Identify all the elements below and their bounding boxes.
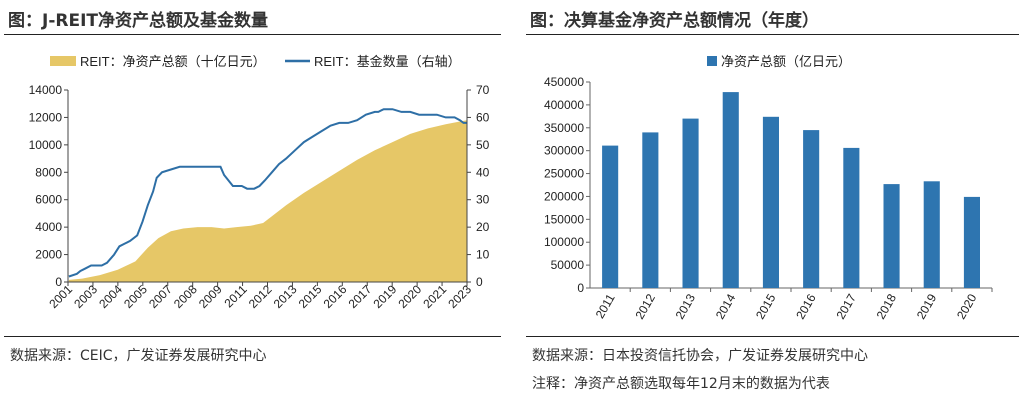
bar xyxy=(762,116,779,288)
x-tick-label: 2017 xyxy=(833,291,859,321)
net-assets-area xyxy=(68,120,468,282)
right-note: 注释：净资产总额选取每年12月末的数据为代表 xyxy=(532,376,830,392)
right-bottom-rule xyxy=(526,336,1019,337)
right-y-tick-label: 10 xyxy=(476,248,490,262)
bar xyxy=(963,196,980,288)
legend-label-fund-count: REIT：基金数量（右轴） xyxy=(314,54,461,69)
right-y-tick-label: 50 xyxy=(476,138,490,152)
x-tick-label: 2015 xyxy=(296,282,325,311)
x-tick-label: 2016 xyxy=(793,291,819,321)
y-tick-label: 450000 xyxy=(544,75,584,89)
x-tick-label: 2011 xyxy=(593,291,618,321)
y-tick-label: 300000 xyxy=(544,144,584,158)
x-tick-label: 2021 xyxy=(420,282,449,311)
y-tick-label: 250000 xyxy=(544,167,584,181)
left-y-tick-label: 4000 xyxy=(35,220,62,234)
bar xyxy=(803,130,820,288)
x-tick-label: 2015 xyxy=(753,291,779,321)
x-tick-label: 2011 xyxy=(222,282,250,310)
y-tick-label: 200000 xyxy=(544,189,584,203)
left-y-tick-label: 2000 xyxy=(35,248,62,262)
x-tick-label: 2008 xyxy=(171,282,200,311)
right-y-tick-label: 60 xyxy=(476,110,490,124)
bar xyxy=(602,145,619,288)
left-y-tick-label: 8000 xyxy=(35,165,62,179)
left-top-rule xyxy=(4,34,501,35)
x-tick-label: 2018 xyxy=(874,291,900,321)
left-y-tick-label: 12000 xyxy=(29,110,63,124)
x-tick-label: 2019 xyxy=(914,291,940,321)
bar xyxy=(843,147,860,288)
right-chart: 净资产总额（亿日元） 0 50000 100000 150000 200000 250000… xyxy=(544,54,993,322)
left-y-tick-label: 14000 xyxy=(29,83,63,97)
right-y-tick-label: 0 xyxy=(476,275,483,289)
right-y-tick-label: 30 xyxy=(476,193,490,207)
right-y-tick-label: 20 xyxy=(476,220,490,234)
legend-label-net-assets: REIT：净资产总额（十亿日元） xyxy=(80,54,266,69)
x-tick-label: 2020 xyxy=(954,291,980,321)
y-tick-label: 350000 xyxy=(544,121,584,135)
x-tick-label: 2012 xyxy=(632,291,658,321)
legend-swatch-net-assets xyxy=(50,56,76,66)
x-tick-label: 2014 xyxy=(713,291,739,321)
fund-count-line xyxy=(68,108,467,278)
right-chart-title: 图：决算基金净资产总额情况（年度） xyxy=(530,11,819,31)
x-tick-label: 2023 xyxy=(445,282,474,311)
y-tick-label: 100000 xyxy=(544,235,584,249)
bar xyxy=(722,92,739,288)
bar xyxy=(883,184,900,288)
right-panel: 图：决算基金净资产总额情况（年度） 净资产总额（亿日元） 0 50000 100000… xyxy=(522,0,1023,403)
x-tick-label: 2007 xyxy=(146,282,175,311)
y-tick-label: 400000 xyxy=(544,98,584,112)
y-tick-label: 0 xyxy=(577,281,584,295)
bar xyxy=(642,132,659,288)
left-y-tick-label: 0 xyxy=(55,275,62,289)
left-source: 数据来源：CEIC，广发证券发展研究中心 xyxy=(10,348,267,364)
x-tick-label: 2005 xyxy=(121,282,150,311)
x-tick-label: 2017 xyxy=(346,282,375,311)
bar xyxy=(923,181,940,288)
left-chart-title: 图：J-REIT净资产总额及基金数量 xyxy=(8,11,269,31)
left-y-tick-label: 10000 xyxy=(29,138,63,152)
x-tick-label: 2001 xyxy=(46,282,75,311)
x-tick-label: 2009 xyxy=(196,282,225,311)
x-tick-label: 2013 xyxy=(673,291,699,321)
right-top-rule xyxy=(526,34,1019,35)
right-y-tick-label: 40 xyxy=(476,165,490,179)
x-tick-label: 2016 xyxy=(321,282,350,311)
bar xyxy=(682,118,699,288)
legend-label-bar: 净资产总额（亿日元） xyxy=(721,54,851,69)
x-tick-label: 2020 xyxy=(395,282,424,311)
y-tick-label: 150000 xyxy=(544,212,584,226)
left-chart: REIT：净资产总额（十亿日元） REIT：基金数量（右轴） 0 2000 4000 60… xyxy=(29,54,490,311)
left-y-tick-label: 6000 xyxy=(35,193,62,207)
right-y-tick-label: 70 xyxy=(476,83,490,97)
x-tick-label: 2003 xyxy=(71,282,100,311)
x-tick-label: 2013 xyxy=(271,282,300,311)
x-tick-label: 2004 xyxy=(96,282,125,311)
left-panel: 图：J-REIT净资产总额及基金数量 REIT：净资产总额（十亿日元） REIT：… xyxy=(0,0,505,403)
x-tick-label: 2019 xyxy=(371,282,400,311)
left-bottom-rule xyxy=(4,336,501,337)
legend-swatch-bar xyxy=(707,56,717,66)
y-tick-label: 50000 xyxy=(551,258,585,272)
x-tick-label: 2012 xyxy=(246,282,275,311)
right-source: 数据来源：日本投资信托协会，广发证券发展研究中心 xyxy=(532,348,868,364)
